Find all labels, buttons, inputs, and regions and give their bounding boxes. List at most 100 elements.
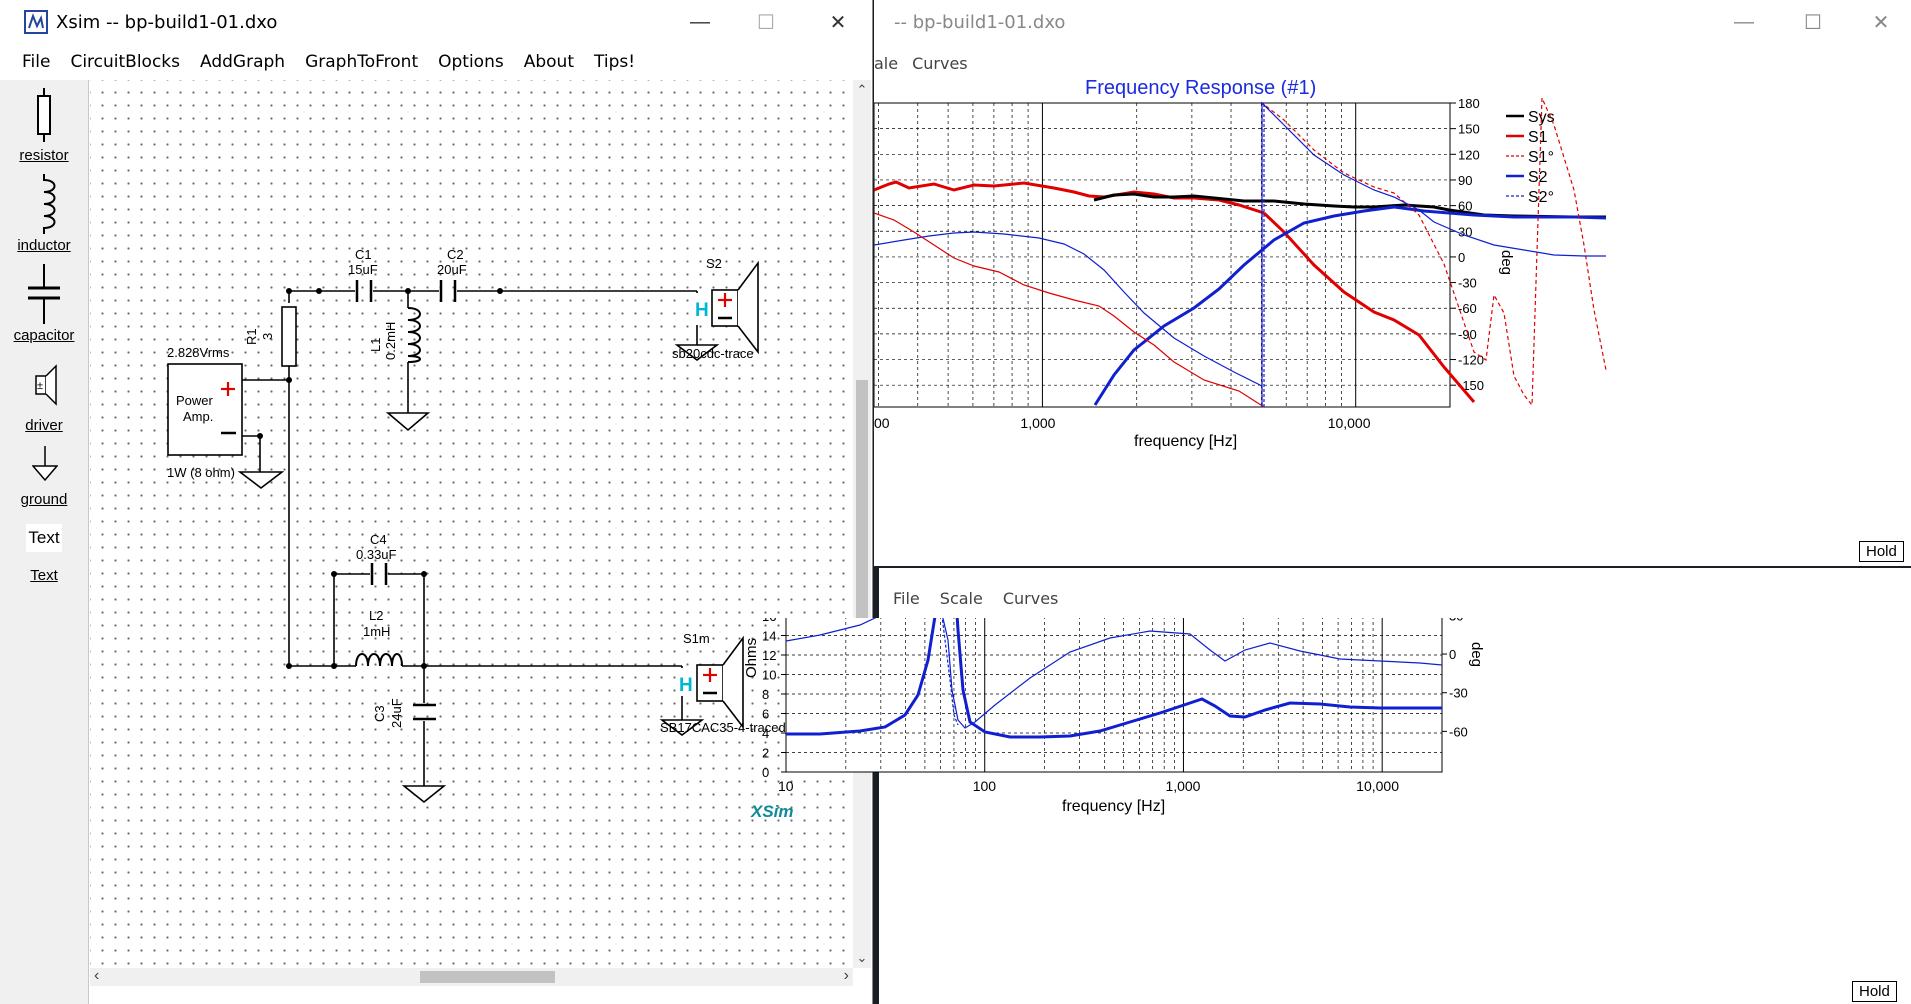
freq-menu-curves[interactable]: Curves	[912, 53, 968, 73]
freq-close-button[interactable]: ✕	[1872, 11, 1890, 34]
palette-ground-label[interactable]: ground	[20, 491, 68, 508]
y2-tick-label: -90	[1458, 327, 1477, 342]
s1m-h-label: H	[679, 675, 693, 696]
c4-value: 0.33uF	[356, 547, 397, 562]
c1-name: C1	[355, 247, 372, 262]
capacitor-icon[interactable]	[26, 264, 62, 324]
menu-about[interactable]: About	[523, 52, 574, 72]
menu-options[interactable]: Options	[438, 52, 504, 72]
menu-tips[interactable]: Tips!	[593, 52, 636, 72]
y2-tick-label: 0	[1458, 250, 1465, 265]
freq-titlebar[interactable]: -- bp-build1-01.dxo	[874, 0, 1911, 44]
ground-amp	[237, 471, 285, 490]
palette-inductor-label[interactable]: inductor	[17, 237, 71, 254]
schematic-horizontal-scrollbar[interactable]: ‹ ›	[90, 967, 853, 986]
curve-s2	[1093, 205, 1607, 406]
curve-s1	[874, 180, 1265, 215]
y2-tick-label: 30	[1449, 618, 1463, 623]
l1-value: 0.2mH	[383, 322, 398, 360]
capacitor-c3	[413, 703, 436, 721]
l1-name: L1	[368, 338, 383, 352]
capacitor-c2	[439, 280, 457, 302]
s2-h-label: H	[695, 300, 709, 321]
freq-minimize-button[interactable]: —	[1734, 10, 1754, 33]
imp-menu-file[interactable]: File	[893, 588, 920, 608]
legend-label: S1°	[1528, 149, 1554, 166]
x-tick-label: 10	[778, 778, 794, 794]
l2-name: L2	[369, 608, 383, 623]
menu-circuitblocks[interactable]: CircuitBlocks	[70, 52, 181, 72]
main-titlebar[interactable]: Xsim -- bp-build1-01.dxo	[0, 0, 872, 44]
imp-hold-button[interactable]: Hold	[1852, 981, 1897, 1002]
freq-hold-button[interactable]: Hold	[1859, 541, 1904, 562]
curve-s1-tail	[1262, 211, 1476, 403]
resistor-r1	[281, 306, 297, 367]
inductor-icon[interactable]	[28, 174, 60, 234]
legend-label: Sys	[1528, 109, 1555, 126]
r1-value: 3	[260, 333, 275, 340]
y2-tick-label: 60	[1458, 199, 1472, 214]
legend-label: S2°	[1528, 189, 1554, 206]
curve-s2-phase	[874, 231, 1263, 387]
y2-tick-label: 180	[1458, 96, 1480, 111]
c2-value: 20uF	[437, 262, 467, 277]
main-menubar: File CircuitBlocks AddGraph GraphToFront…	[0, 44, 872, 80]
x-tick-label: 1,000	[1020, 415, 1055, 431]
ground-s1m	[659, 719, 705, 736]
ground-l1	[385, 412, 431, 432]
resistor-icon[interactable]	[34, 88, 54, 142]
palette-resistor-label[interactable]: resistor	[19, 147, 69, 164]
y-tick-label: 14	[762, 629, 776, 644]
freq-menubar: ale Curves	[874, 48, 1911, 78]
horizontal-scroll-thumb[interactable]	[420, 971, 555, 983]
schematic-drawing[interactable]: C1 15uF C2 20uF R1 3 L1 0.2mH 2.828Vrms …	[0, 0, 873, 1004]
scroll-down-arrow[interactable]: ⌄	[856, 950, 868, 965]
schematic-canvas[interactable]	[90, 80, 853, 968]
driver-icon[interactable]: ±	[30, 362, 60, 408]
menu-graphtofront[interactable]: GraphToFront	[305, 52, 419, 72]
y-tick-label: 10	[762, 668, 776, 683]
imp-y2label: deg	[1468, 642, 1485, 667]
imp-menu-curves[interactable]: Curves	[1002, 588, 1059, 608]
curve-s2-phase-thin	[1261, 101, 1606, 407]
main-minimize-button[interactable]: —	[690, 10, 710, 33]
freq-window-title: -- bp-build1-01.dxo	[894, 11, 1066, 33]
freq-maximize-button[interactable]: ☐	[1804, 11, 1822, 34]
ground-icon[interactable]	[32, 446, 58, 484]
y2-tick-label: 30	[1458, 224, 1472, 239]
impedance-window: File Scale Curves Impedance (#1)24222018…	[743, 568, 1911, 1004]
r1-name: R1	[244, 328, 259, 345]
menu-file[interactable]: File	[22, 52, 51, 72]
s2-name: S2	[706, 256, 722, 271]
freq-menu-scale[interactable]: ale	[874, 53, 899, 73]
scroll-up-arrow[interactable]: ⌃	[856, 82, 868, 97]
c3-value: 24uF	[389, 698, 404, 728]
freq-plot-area	[874, 102, 1451, 408]
x-tick-label: 1,000	[1165, 778, 1200, 794]
scroll-left-arrow[interactable]: ‹	[94, 967, 100, 984]
c3-name: C3	[372, 705, 387, 722]
palette-capacitor-label[interactable]: capacitor	[13, 327, 75, 344]
x-tick-label: 00	[874, 415, 890, 431]
palette-text-label[interactable]: Text	[30, 567, 58, 584]
capacitor-c1	[355, 280, 373, 302]
imp-plot-area	[785, 618, 1443, 773]
source-power: 1W (8 ohm)	[167, 465, 235, 480]
component-palette: resistor inductor capacitor ± driver gro…	[0, 80, 89, 1004]
legend-label: S1	[1528, 129, 1548, 146]
inductor-l2	[355, 653, 403, 667]
imp-menu-scale[interactable]: Scale	[939, 588, 983, 608]
main-close-button[interactable]: ✕	[829, 11, 847, 34]
palette-text-tool[interactable]: Text	[26, 524, 62, 552]
impedance-chart: Impedance (#1)24222018161412108642090603…	[743, 618, 1485, 821]
palette-driver-label[interactable]: driver	[25, 417, 63, 434]
s1m-model: SB17CAC35-4-traced	[660, 720, 786, 735]
y-tick-label: 6	[762, 707, 769, 722]
curve-impedance	[786, 618, 1442, 739]
scroll-right-arrow[interactable]: ›	[843, 967, 849, 984]
main-maximize-button[interactable]: ☐	[757, 11, 775, 34]
menu-addgraph[interactable]: AddGraph	[200, 52, 286, 72]
power-amp-name: Power Amp.	[176, 393, 216, 424]
capacitor-c4	[370, 563, 388, 585]
y-tick-label: 16	[762, 618, 776, 624]
